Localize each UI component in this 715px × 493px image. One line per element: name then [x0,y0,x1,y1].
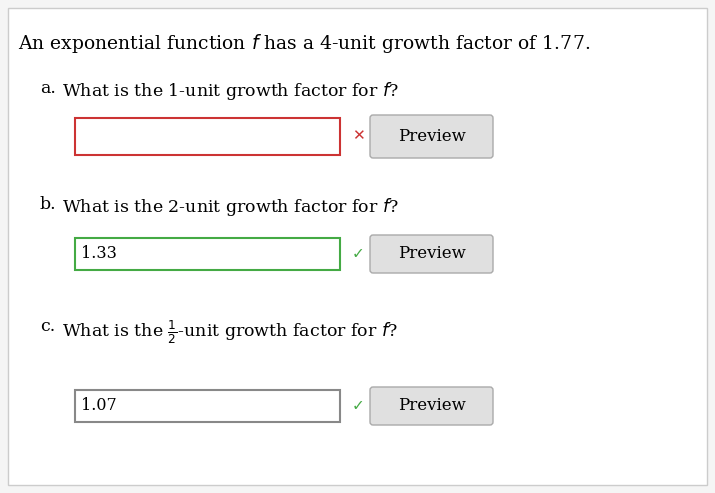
Text: Preview: Preview [398,246,465,262]
Text: What is the 1-unit growth factor for $f$?: What is the 1-unit growth factor for $f$… [62,80,399,102]
Text: c.: c. [40,318,55,335]
FancyBboxPatch shape [8,8,707,485]
FancyBboxPatch shape [75,238,340,270]
Text: ✓: ✓ [352,398,365,414]
FancyBboxPatch shape [370,235,493,273]
Text: 1.07: 1.07 [81,397,117,415]
Text: What is the 2-unit growth factor for $f$?: What is the 2-unit growth factor for $f$… [62,196,399,218]
Text: ✓: ✓ [352,246,365,261]
FancyBboxPatch shape [75,390,340,422]
Text: 1.33: 1.33 [81,246,117,262]
Text: What is the $\frac{1}{2}$-unit growth factor for $f$?: What is the $\frac{1}{2}$-unit growth fa… [62,318,398,346]
FancyBboxPatch shape [370,115,493,158]
Text: An exponential function $f$ has a 4-unit growth factor of 1.77.: An exponential function $f$ has a 4-unit… [18,32,590,55]
FancyBboxPatch shape [370,387,493,425]
Text: Preview: Preview [398,128,465,145]
Text: Preview: Preview [398,397,465,415]
Text: ✕: ✕ [352,129,365,143]
Text: b.: b. [40,196,56,213]
Text: a.: a. [40,80,56,97]
FancyBboxPatch shape [75,118,340,155]
